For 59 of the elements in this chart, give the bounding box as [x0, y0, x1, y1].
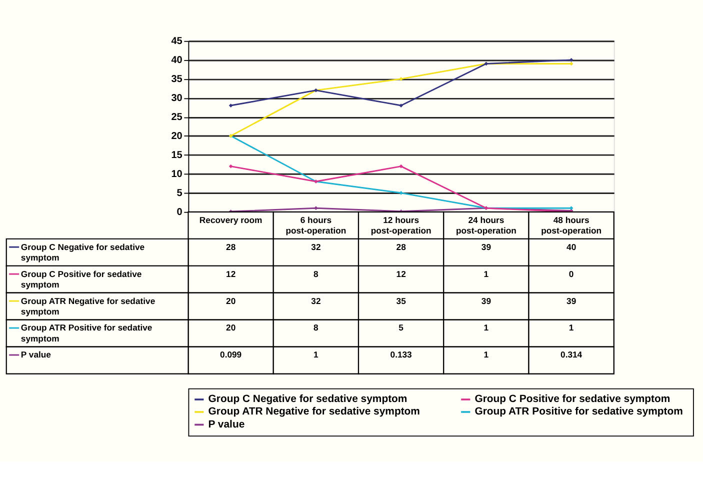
data-label: 39	[481, 296, 492, 306]
y-tick-label: 0	[176, 207, 183, 218]
legend-label: Group ATR Negative for sedative symptom	[20, 296, 156, 317]
data-label: 40	[566, 242, 576, 252]
data-label: 8	[314, 268, 319, 279]
y-tick-label: 20	[171, 131, 183, 142]
y-tick-label: 45	[171, 36, 183, 48]
point	[399, 164, 403, 168]
point	[569, 58, 574, 62]
legend-label: Group ATR Positive for sedative symptom	[20, 322, 152, 344]
data-label: 20	[226, 322, 236, 333]
point	[314, 206, 318, 210]
x-tick-label: 6 hours post-operation	[286, 214, 346, 236]
data-label: 5	[398, 322, 404, 333]
x-tick-label: 12 hours post-operation	[370, 214, 432, 236]
y-tick-label: 30	[171, 93, 183, 104]
text: Group ATR Negative for sedative symptom	[208, 406, 420, 418]
point	[228, 104, 233, 108]
data-label: 32	[311, 242, 321, 252]
data-label: 28	[226, 242, 236, 252]
text: Group ATR Positive for sedative symptom	[474, 406, 683, 418]
y-tick-label: 40	[171, 55, 183, 66]
data-label: 12	[226, 268, 236, 279]
text: P value	[20, 350, 51, 360]
data-label: 35	[396, 296, 406, 306]
y-tick-label: 25	[171, 112, 183, 124]
data-label: 39	[566, 296, 576, 306]
y-tick-label: 10	[171, 169, 183, 180]
data-label: 8	[314, 322, 319, 333]
x-tick-label: Recovery room	[199, 214, 263, 225]
data-label: 1	[314, 350, 319, 360]
point	[569, 206, 574, 210]
data-label: 0.314	[560, 350, 582, 360]
data-label: 1	[484, 268, 489, 279]
point	[228, 164, 233, 168]
data-label: 39	[481, 242, 492, 252]
legend-label: Group C Positive for sedative symptom	[20, 268, 142, 290]
y-tick-label: 15	[171, 150, 183, 162]
legend-label: Group C Negative for sedative symptom	[20, 242, 145, 263]
x-tick-label: 24 hours post-operation	[456, 214, 516, 236]
text: Group C Positive for sedative symptom	[474, 394, 670, 406]
data-label: 1	[568, 322, 574, 333]
data-label: 0.099	[220, 350, 242, 360]
point	[399, 190, 403, 195]
data-label: 0	[568, 268, 574, 279]
point	[399, 76, 403, 81]
legend-label: P value	[208, 419, 245, 430]
data-label: 32	[311, 296, 321, 306]
data-label: 12	[396, 268, 406, 279]
data-label: 28	[396, 242, 406, 252]
data-label: 1	[484, 350, 489, 360]
y-tick-label: 35	[171, 74, 183, 86]
point	[399, 104, 403, 108]
y-tick-label: 5	[176, 188, 183, 200]
x-tick-label: 48 hours post-operation	[541, 214, 602, 236]
data-label: 20	[226, 296, 236, 306]
data-label: 1	[484, 322, 489, 333]
data-label: 0.133	[390, 350, 412, 360]
text: Group C Negative for sedative symptom	[208, 394, 408, 406]
